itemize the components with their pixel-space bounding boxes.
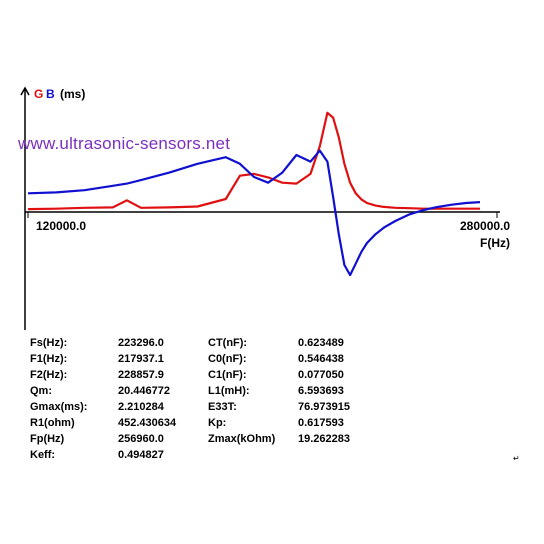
series-line-b [27, 149, 481, 277]
param-label: R1(ohm) [30, 417, 75, 429]
param-value: 0.623489 [298, 337, 344, 349]
param-label: Fp(Hz) [30, 433, 65, 445]
param-label: Gmax(ms): [30, 401, 88, 413]
param-label: F1(Hz): [30, 353, 68, 365]
series-line-g [27, 111, 480, 211]
param-label: Keff: [30, 449, 56, 461]
param-label: L1(mH): [208, 385, 250, 397]
param-value: 228857.9 [118, 369, 164, 381]
param-value: 2.210284 [118, 401, 164, 413]
param-label: Zmax(kOhm) [208, 433, 276, 445]
x-unit-label: F(Hz) [480, 236, 510, 250]
legend-b: B [46, 87, 55, 101]
param-label: E33T: [208, 401, 237, 413]
param-label: Fs(Hz): [30, 337, 68, 349]
param-label: F2(Hz): [30, 369, 68, 381]
param-value: 0.617593 [298, 417, 344, 429]
legend-g: G [34, 87, 43, 101]
param-value: 256960.0 [118, 433, 164, 445]
x-end-label: 280000.0 [460, 219, 510, 233]
param-label: Qm: [30, 385, 52, 397]
param-value: 0.077050 [298, 369, 344, 381]
param-label: CT(nF): [208, 337, 248, 349]
series-layer [27, 111, 481, 277]
param-value: 0.494827 [118, 449, 164, 461]
legend-unit: (ms) [60, 87, 85, 101]
param-value: 76.973915 [298, 401, 350, 413]
param-label: C0(nF): [208, 353, 247, 365]
param-label: C1(nF): [208, 369, 247, 381]
param-value: 19.262283 [298, 433, 350, 445]
param-value: 217937.1 [118, 353, 164, 365]
y-axis-arrow [20, 86, 30, 96]
x-start-label: 120000.0 [36, 219, 86, 233]
param-value: 223296.0 [118, 337, 164, 349]
param-value: 452.430634 [118, 417, 177, 429]
param-value: 20.446772 [118, 385, 170, 397]
param-value: 0.546438 [298, 353, 344, 365]
watermark-url: www.ultrasonic-sensors.net [18, 134, 231, 153]
corner-mark: ↵ [513, 454, 520, 463]
param-value: 6.593693 [298, 385, 344, 397]
param-label: Kp: [208, 417, 227, 429]
